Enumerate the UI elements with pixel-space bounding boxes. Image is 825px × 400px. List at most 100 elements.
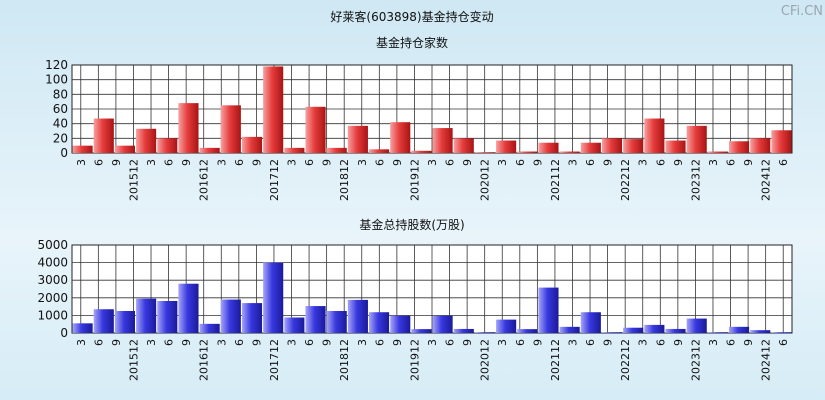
chart-2-x-tick-label: 3 [356, 339, 369, 346]
chart-1-bar [199, 147, 220, 153]
chart-1-x-tick-label: 202012 [479, 159, 492, 201]
chart-2-bar [686, 318, 707, 333]
chart-1-bar [305, 106, 326, 153]
chart-1-x-tick-label: 202212 [619, 159, 632, 201]
chart-2-x-tick-label: 6 [725, 339, 738, 346]
chart-1-x-tick-label: 6 [163, 159, 176, 166]
chart-1-bar [750, 138, 771, 153]
chart-2-bar [559, 326, 580, 333]
chart-1-bar [220, 105, 241, 153]
chart-1-bar [114, 145, 135, 153]
chart-1-x-tick-label: 9 [461, 159, 474, 166]
chart-1-x-tick-label: 6 [303, 159, 316, 166]
chart-1-x-ticks: 3 6 9 201512 3 6 9 201612 3 6 9 201712 3 6 9 201812 3 6 9 2… [75, 159, 790, 201]
chart-2-bar [474, 332, 495, 333]
chart-2-bar [771, 332, 792, 333]
chart-2-bar [369, 312, 390, 333]
chart-1-bar [623, 139, 644, 153]
chart-2-bar [157, 300, 178, 333]
chart-2-bar [601, 332, 623, 333]
chart-1-bar [369, 149, 390, 153]
chart-1-x-tick-label: 3 [75, 159, 88, 166]
chart-2-bar [644, 324, 665, 333]
chart-2-x-tick-label: 3 [145, 339, 158, 346]
chart-1-bar [474, 152, 495, 153]
chart-1-x-tick-label: 9 [602, 159, 615, 166]
chart-2-bar [538, 287, 559, 333]
chart-1-bar [538, 142, 559, 153]
chart-2-y-tick-label: 1000 [37, 308, 68, 322]
watermark: CFi.CN [781, 4, 823, 19]
chart-1-x-tick-label: 9 [742, 159, 755, 166]
chart-2-x-tick-label: 201612 [198, 339, 211, 381]
chart-1-bar [178, 103, 199, 153]
chart-2-bar [199, 323, 220, 333]
chart-1-x-tick-label: 3 [637, 159, 650, 166]
chart-2-bar [729, 326, 750, 333]
chart-1-bar [432, 128, 453, 153]
chart-1-x-tick-label: 3 [707, 159, 720, 166]
chart-1-bar [72, 145, 93, 153]
chart-1-x-tick-label: 201812 [338, 159, 351, 201]
chart-1-x-tick-label: 3 [426, 159, 439, 166]
chart-2-x-tick-label: 6 [584, 339, 597, 346]
chart-2-x-tick-label: 9 [531, 339, 544, 346]
chart-2-x-tick-label: 6 [514, 339, 527, 346]
chart-2-x-tick-label: 9 [180, 339, 193, 346]
chart-2-bar [453, 328, 474, 333]
chart-2-x-tick-label: 3 [426, 339, 439, 346]
chart-1-bar [157, 138, 178, 153]
chart-2-bar [263, 262, 284, 333]
chart-1-bar [517, 151, 538, 153]
chart-2-bar [284, 317, 305, 333]
chart-2-bars [72, 262, 792, 333]
chart-1-x-tick-label: 6 [92, 159, 105, 166]
chart-1-x-tick-label: 3 [496, 159, 509, 166]
chart-2-x-tick-label: 9 [461, 339, 474, 346]
chart-1-bar [136, 128, 157, 153]
chart-2-x-tick-label: 6 [777, 339, 790, 346]
chart-2-x-tick-label: 3 [566, 339, 579, 346]
chart-2-bar [220, 299, 241, 333]
chart-1-bar [665, 140, 686, 153]
chart-2-bar [93, 309, 114, 333]
chart-2-bar [326, 311, 347, 333]
chart-2-x-tick-label: 9 [110, 339, 123, 346]
chart-1-x-tick-label: 6 [654, 159, 667, 166]
chart-1-x-tick-label: 201512 [127, 159, 140, 201]
chart-2-y-tick-label: 5000 [37, 238, 68, 252]
chart-1-bar [559, 151, 580, 153]
chart-2-x-tick-label: 9 [672, 339, 685, 346]
chart-1-x-tick-label: 201712 [268, 159, 281, 201]
chart-1-x-tick-label: 6 [373, 159, 386, 166]
chart-1-bar [496, 140, 517, 153]
chart-2-x-tick-label: 9 [391, 339, 404, 346]
chart-2-x-tick-label: 3 [215, 339, 228, 346]
chart-2-bar [390, 315, 411, 333]
chart-1-x-tick-label: 6 [725, 159, 738, 166]
chart-2-x-tick-label: 202412 [760, 339, 773, 381]
chart-1-x-tick-label: 6 [584, 159, 597, 166]
chart-2-x-tick-label: 201812 [338, 339, 351, 381]
chart-1-bar [453, 138, 474, 153]
chart-1-x-tick-label: 202312 [689, 159, 702, 201]
chart-1-x-tick-label: 201912 [408, 159, 421, 201]
chart-1-y-tick-label: 100 [45, 73, 68, 87]
chart-1-x-tick-label: 9 [250, 159, 263, 166]
chart-2-bar [178, 283, 199, 333]
chart-1-bar [263, 66, 284, 153]
chart-1-x-tick-label: 3 [566, 159, 579, 166]
chart-2-y-ticks: 0 1000 2000 3000 4000 5000 [37, 238, 68, 340]
chart-1-bar [241, 136, 263, 153]
chart-2-bar [347, 299, 368, 333]
chart-2-x-tick-label: 6 [654, 339, 667, 346]
chart-2-y-tick-label: 2000 [37, 291, 68, 305]
chart-2-x-tick-label: 6 [92, 339, 105, 346]
chart-2-title: 基金总持股数(万股) [359, 217, 464, 232]
chart-2-x-tick-label: 201512 [127, 339, 140, 381]
chart-2-x-tick-label: 9 [602, 339, 615, 346]
chart-2-x-tick-label: 3 [75, 339, 88, 346]
chart-1-bar [729, 141, 750, 153]
chart-1-y-tick-label: 40 [53, 117, 68, 131]
